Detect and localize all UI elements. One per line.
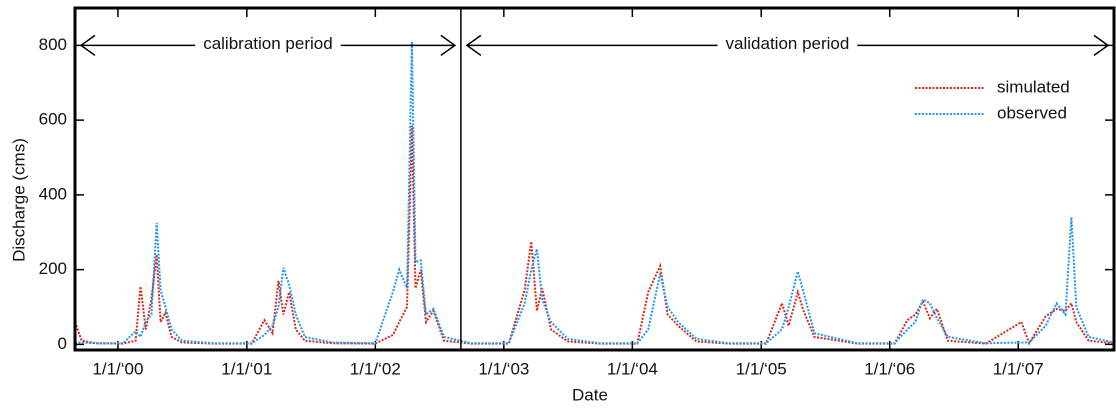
annotation-text: calibration period bbox=[203, 34, 332, 53]
y-tick-label: 600 bbox=[39, 110, 67, 129]
plot-frame bbox=[73, 6, 1116, 352]
arrow-head bbox=[465, 34, 482, 56]
y-tick-label: 200 bbox=[39, 259, 67, 278]
x-tick-label: 1/1/‘03 bbox=[478, 359, 529, 378]
x-tick-label: 1/1/‘00 bbox=[92, 359, 143, 378]
x-axis-label: Date bbox=[572, 385, 608, 404]
y-tick-label: 400 bbox=[39, 184, 67, 203]
series-line bbox=[74, 125, 1115, 346]
arrow-head bbox=[440, 34, 457, 56]
x-tick-label: 1/1/‘01 bbox=[221, 359, 272, 378]
legend-label: simulated bbox=[997, 77, 1070, 96]
y-axis-label: Discharge (cms) bbox=[9, 138, 28, 262]
y-tick-label: 800 bbox=[39, 35, 67, 54]
y-tick-label: 0 bbox=[58, 334, 67, 353]
x-tick-label: 1/1/‘07 bbox=[993, 359, 1044, 378]
x-tick-label: 1/1/‘05 bbox=[736, 359, 787, 378]
legend-label: observed bbox=[997, 103, 1067, 122]
series-line bbox=[75, 41, 1115, 345]
annotation-text: validation period bbox=[726, 34, 850, 53]
x-tick-label: 1/1/‘02 bbox=[350, 359, 401, 378]
x-tick-label: 1/1/‘04 bbox=[607, 359, 658, 378]
arrow-head bbox=[1093, 34, 1110, 56]
arrow-head bbox=[79, 34, 96, 56]
annotation-bg bbox=[195, 33, 341, 53]
annotation-bg bbox=[717, 33, 858, 53]
x-tick-label: 1/1/‘06 bbox=[864, 359, 915, 378]
